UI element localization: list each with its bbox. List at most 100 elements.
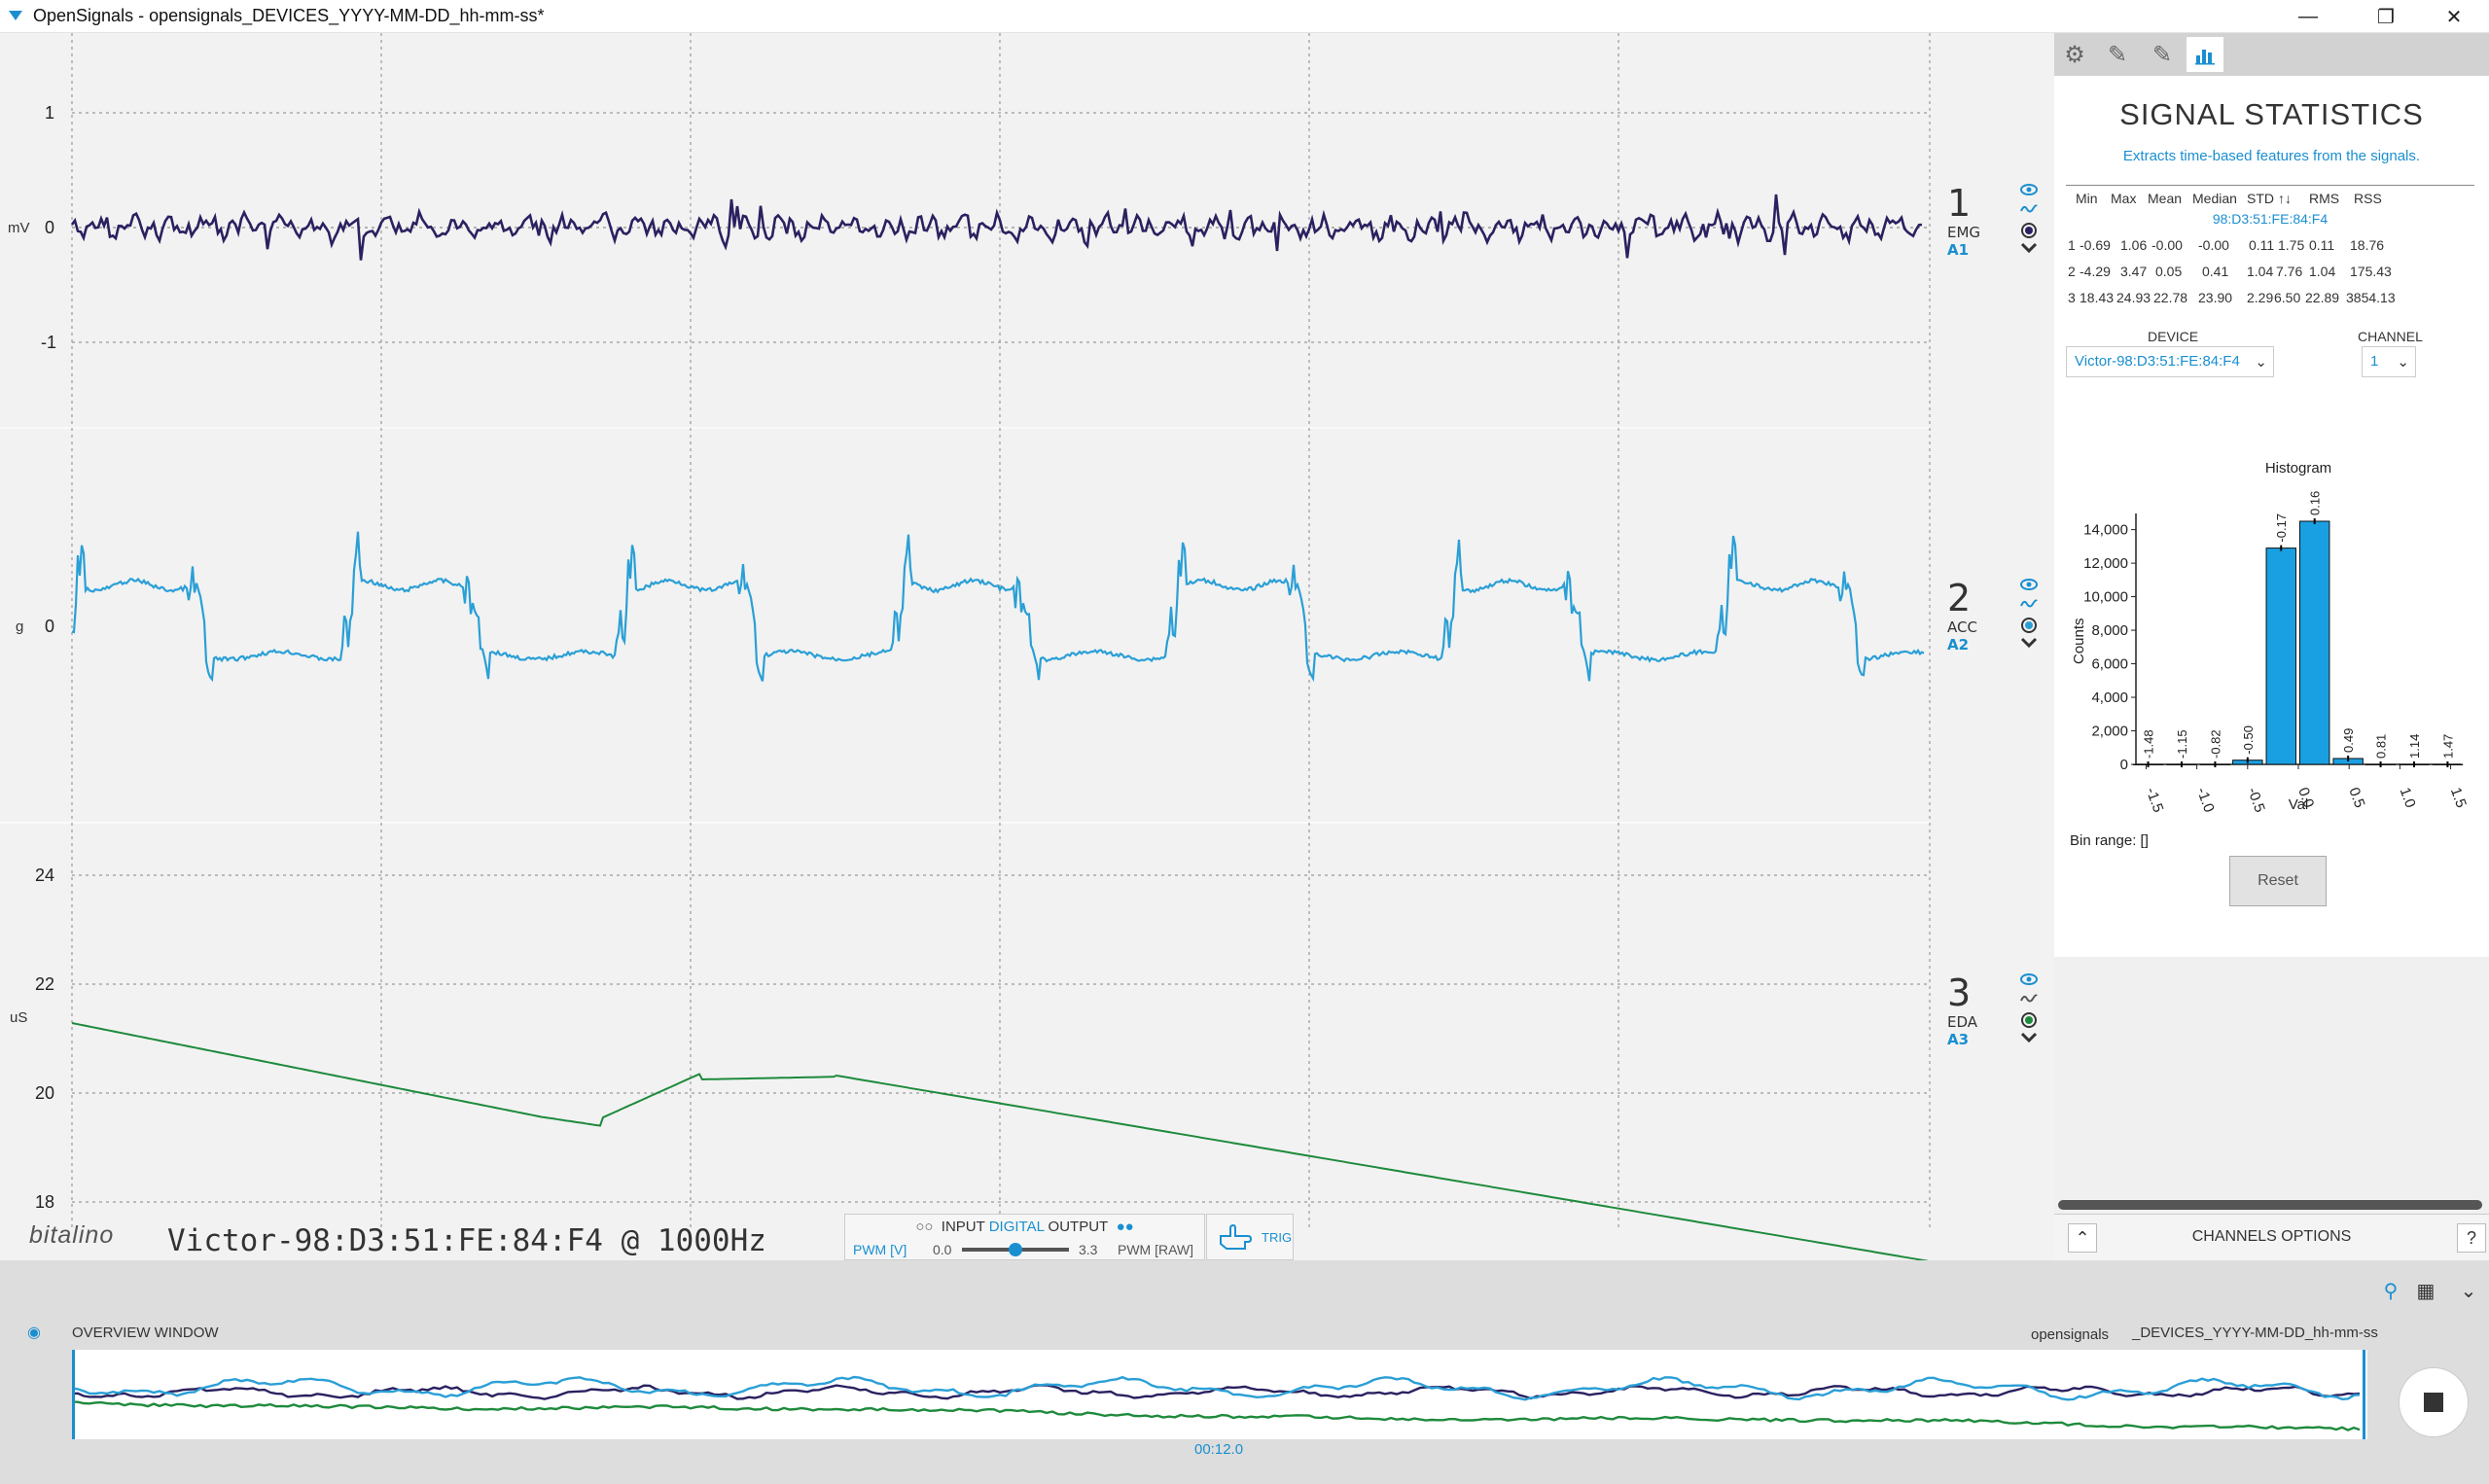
io-header: ○○ INPUT DIGITAL OUTPUT ●●: [845, 1219, 1204, 1235]
chevron-down-icon[interactable]: [2017, 1031, 2041, 1050]
wave-icon[interactable]: [2017, 597, 2041, 617]
channel-1-controls: [2017, 183, 2041, 261]
histogram-bar-label: -0.82: [2208, 729, 2222, 759]
chevron-down-icon[interactable]: ⌄: [2460, 1280, 2477, 1302]
gear-icon[interactable]: ⚙: [2064, 41, 2085, 68]
stats-cell: 23.90: [2198, 290, 2233, 305]
overview-background: [72, 1350, 2367, 1439]
stats-row: 1 -0.69 1.06 -0.00 -0.00 0.11 1.75 0.11 …: [2066, 231, 2474, 258]
record-icon[interactable]: [2017, 222, 2041, 241]
histogram-x-tick-label: 1.0: [2397, 786, 2419, 810]
stats-cell: 0.41: [2202, 264, 2229, 279]
trigger-button[interactable]: TRIG: [1206, 1214, 1294, 1260]
record-icon[interactable]: [2017, 617, 2041, 636]
histogram-bar-label: -1.15: [2175, 729, 2189, 759]
stats-cell: 18.43: [2080, 290, 2115, 305]
help-icon[interactable]: ?: [2457, 1223, 2486, 1253]
device-select[interactable]: Victor-98:D3:51:FE:84:F4 ⌄: [2066, 346, 2274, 377]
emg-signal-line: [70, 194, 1923, 261]
record-icon[interactable]: [2017, 1011, 2041, 1031]
chevron-down-icon[interactable]: [2017, 241, 2041, 261]
histogram-bar-label: -0.17: [2274, 513, 2289, 543]
histogram-x-tick-label: -1.0: [2193, 786, 2218, 815]
grid-layout-icon[interactable]: ▦: [2416, 1280, 2436, 1302]
plugin-toolbar: ⚙ ✎ ✎: [2054, 33, 2489, 76]
eye-icon[interactable]: [2017, 578, 2041, 597]
panel-scrollbar[interactable]: [2054, 1198, 2489, 1212]
chevron-down-icon: ⌄: [2397, 354, 2409, 371]
histogram-y-tick-label: 8,000: [2091, 622, 2128, 639]
stop-icon: [2424, 1393, 2443, 1412]
io-output-label: OUTPUT: [1048, 1219, 1109, 1235]
channel-number: 3: [1947, 972, 1972, 1014]
histogram-bar-label: 1.47: [2440, 734, 2455, 759]
histogram-x-tick-label: 0.5: [2345, 786, 2367, 810]
eye-icon[interactable]: [2017, 183, 2041, 202]
channel-select[interactable]: 1 ⌄: [2362, 346, 2416, 377]
wave-icon[interactable]: [2017, 992, 2041, 1011]
signal-statistics-panel: ⚙ ✎ ✎ SIGNAL STATISTICS Extracts time-ba…: [2054, 33, 2489, 957]
channels-options-label: CHANNELS OPTIONS: [2191, 1228, 2352, 1245]
stats-cell: 2: [2068, 264, 2076, 279]
histogram-bar-label: 1.14: [2407, 734, 2422, 759]
histogram-y-tick-label: 2,000: [2091, 724, 2128, 740]
stats-cell: 175.43: [2350, 264, 2392, 279]
channel-port: A1: [1947, 241, 1970, 259]
bitalino-logo: bitalino: [29, 1221, 115, 1249]
stats-cell: 18.76: [2350, 237, 2385, 253]
acc-signal-line: [71, 531, 1925, 683]
pwm-slider[interactable]: [962, 1243, 1069, 1256]
stats-cell: 2.29: [2247, 290, 2274, 305]
plug-icon[interactable]: ✎: [2107, 41, 2128, 68]
scrollbar-thumb[interactable]: [2058, 1200, 2482, 1210]
emg-ytick: -1: [40, 333, 56, 352]
channel-type: EMG: [1947, 224, 1981, 241]
eye-icon[interactable]: ◉: [27, 1325, 41, 1341]
bin-range-label: Bin range: []: [2070, 832, 2149, 849]
wave-icon[interactable]: [2017, 202, 2041, 222]
reset-button[interactable]: Reset: [2229, 856, 2327, 906]
stats-cell: 6.50: [2274, 290, 2301, 305]
channel-number: 1: [1947, 182, 1972, 225]
chevron-down-icon: ⌄: [2255, 354, 2267, 371]
histogram-x-tick-label: -1.5: [2143, 786, 2167, 815]
minimize-button[interactable]: —: [2298, 5, 2318, 27]
signal-plot-area[interactable]: mV 1 0 -1 g 0 uS 24 22 20 18 1 EMG A1 2 …: [0, 33, 2054, 1260]
col-mean: Mean: [2148, 191, 2183, 206]
close-button[interactable]: ✕: [2445, 6, 2463, 28]
title-bar: OpenSignals - opensignals_DEVICES_YYYY-M…: [0, 0, 2489, 33]
stats-row: 2 -4.29 3.47 0.05 0.41 1.04 7.76 1.04 17…: [2066, 258, 2474, 284]
stats-cell: 0.11: [2309, 237, 2335, 253]
plug-alt-icon[interactable]: ✎: [2151, 41, 2173, 68]
stats-cell: 3.47: [2120, 264, 2148, 279]
output-toggle-icon[interactable]: ●●: [1116, 1219, 1134, 1235]
channel-type: EDA: [1947, 1013, 1978, 1031]
overview-label: OVERVIEW WINDOW: [72, 1325, 219, 1341]
col-median: Median: [2192, 191, 2237, 206]
restore-button[interactable]: ❐: [2377, 6, 2395, 28]
chevron-down-icon[interactable]: [2017, 636, 2041, 655]
col-std: STD: [2247, 191, 2274, 206]
stats-cell: 7.76: [2276, 264, 2303, 279]
link-icon[interactable]: ⚲: [2383, 1280, 2399, 1302]
emg-unit-label: mV: [8, 220, 30, 236]
histogram-bar-label: -1.48: [2142, 729, 2156, 759]
histogram-x-tick-label: 1.5: [2447, 786, 2470, 810]
eye-icon[interactable]: [2017, 972, 2041, 992]
histogram-x-tick-label: 0.0: [2294, 786, 2317, 810]
bar-chart-icon[interactable]: [2187, 37, 2223, 72]
overview-plot[interactable]: [72, 1350, 2367, 1439]
pwm-raw-label: PWM [RAW]: [1118, 1242, 1194, 1257]
histogram-y-tick-label: 14,000: [2083, 522, 2128, 539]
pwm-min-label: 0.0: [933, 1242, 952, 1257]
overview-right-handle: [2363, 1350, 2365, 1439]
col-rss: RSS: [2354, 191, 2382, 206]
stop-button[interactable]: [2399, 1367, 2469, 1437]
pwm-slider-handle[interactable]: [1009, 1243, 1022, 1256]
col-rms: RMS: [2309, 191, 2340, 206]
trig-label: TRIG: [1262, 1230, 1293, 1245]
overview-time-label: 00:12.0: [1194, 1441, 1244, 1458]
chevron-up-icon[interactable]: ⌃: [2068, 1223, 2097, 1253]
overview-acc-line: [72, 1375, 2361, 1401]
emg-ytick: 0: [44, 218, 54, 237]
